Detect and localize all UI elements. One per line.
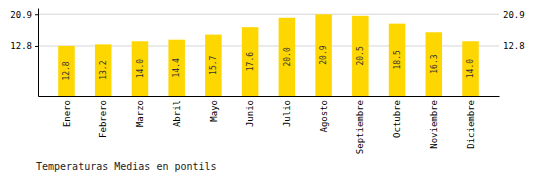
x-tick-label: Noviembre [429, 100, 439, 149]
data-label: 14.0 [136, 59, 145, 78]
bar [58, 46, 75, 96]
y-tick: 20.9 [499, 10, 525, 20]
data-label: 14.0 [466, 59, 475, 78]
x-tick-label: Febrero [98, 100, 108, 138]
y-tick-label: 20.9 [503, 10, 525, 20]
y-tick: 12.8 [10, 41, 38, 51]
x-tick-label: Abril [172, 100, 182, 127]
x-tick-label: Junio [245, 100, 255, 127]
x-tick: Junio [245, 96, 255, 127]
x-tick-label: Marzo [135, 100, 145, 127]
y-tick-mark [35, 14, 38, 15]
bar [168, 40, 185, 96]
y-tick-label: 20.9 [10, 10, 32, 20]
y-tick-mark [35, 46, 38, 47]
bar [279, 18, 296, 96]
x-tick: Diciembre [466, 96, 476, 149]
plot: Enero Febrero Marzo Abril Mayo Junio Julio Agos… [10, 9, 524, 155]
y-tick: 20.9 [10, 10, 38, 20]
x-tick-label: Julio [282, 100, 292, 127]
y-axis-right: 12.8 20.9 [499, 10, 525, 52]
data-label: 17.6 [246, 52, 255, 71]
data-label: 20.0 [283, 47, 292, 66]
x-tick: Febrero [98, 96, 108, 138]
bar [462, 41, 479, 96]
x-axis-line [39, 96, 500, 97]
x-tick-label: Mayo [209, 100, 219, 122]
grid-line [38, 14, 499, 15]
y-axis-line [38, 9, 39, 97]
x-tick: Julio [282, 96, 292, 127]
y-axis: 12.8 20.9 [10, 9, 38, 97]
title: Temperaturas Medias en pontils [36, 161, 217, 172]
x-tick-label: Octubre [392, 100, 402, 138]
data-labels: 12.8 13.2 14.0 14.4 15.7 17.6 20.0 20.9 20.5 18.5… [62, 45, 475, 80]
x-tick-label: Agosto [319, 100, 329, 133]
bar [95, 44, 112, 96]
x-tick: Marzo [135, 96, 145, 127]
data-label: 18.5 [393, 50, 402, 69]
bar [205, 35, 222, 96]
x-tick-label: Septiembre [355, 100, 365, 154]
bar [242, 27, 259, 96]
bar [426, 32, 443, 96]
x-tick: Septiembre [355, 96, 365, 154]
x-tick-label: Enero [62, 100, 72, 127]
x-axis: Enero Febrero Marzo Abril Mayo Junio Julio Agos… [39, 96, 500, 154]
data-label: 13.2 [99, 60, 108, 79]
x-tick-label: Diciembre [466, 100, 476, 149]
x-tick: Agosto [319, 96, 329, 133]
x-tick: Abril [172, 96, 182, 127]
bar [352, 16, 369, 96]
data-label: 20.9 [319, 45, 328, 64]
bar [132, 41, 149, 96]
y-tick: 12.8 [499, 41, 525, 51]
x-tick: Mayo [209, 96, 219, 122]
data-label: 20.5 [356, 46, 365, 65]
bar [315, 14, 332, 96]
data-label: 12.8 [62, 61, 71, 80]
bars [58, 14, 479, 96]
y-tick-label: 12.8 [10, 41, 32, 51]
x-tick: Octubre [392, 96, 402, 138]
y-tick-label: 12.8 [503, 41, 525, 51]
data-label: 14.4 [172, 58, 181, 77]
data-label: 15.7 [209, 55, 218, 74]
chart: Enero Febrero Marzo Abril Mayo Junio Julio Agos… [0, 0, 537, 174]
bar [389, 24, 406, 96]
x-tick: Enero [62, 96, 72, 127]
data-label: 16.3 [430, 54, 439, 73]
x-tick: Noviembre [429, 96, 439, 149]
